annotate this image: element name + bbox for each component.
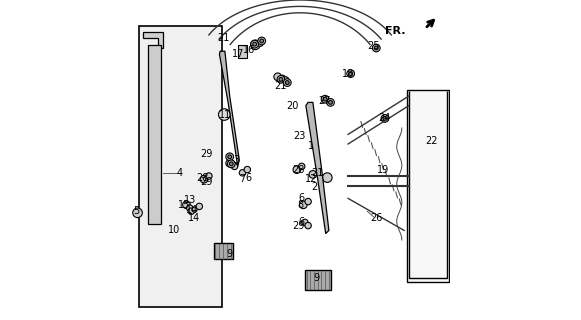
Circle shape <box>305 198 311 205</box>
Circle shape <box>231 163 238 170</box>
Circle shape <box>322 173 332 182</box>
Circle shape <box>226 153 234 161</box>
Text: 14: 14 <box>188 212 200 223</box>
Circle shape <box>229 162 233 166</box>
Circle shape <box>372 44 380 52</box>
Circle shape <box>239 170 246 176</box>
Text: 9: 9 <box>227 249 233 260</box>
Bar <box>138 26 222 307</box>
Circle shape <box>284 79 291 86</box>
Text: 1: 1 <box>309 140 314 151</box>
Text: 20: 20 <box>286 100 298 111</box>
Circle shape <box>188 208 195 214</box>
Circle shape <box>228 155 232 159</box>
Circle shape <box>192 207 197 212</box>
Polygon shape <box>305 270 331 290</box>
Text: 5: 5 <box>133 206 139 216</box>
Polygon shape <box>214 243 233 259</box>
Circle shape <box>277 76 285 83</box>
Text: 21: 21 <box>274 81 286 92</box>
Text: 19: 19 <box>377 164 389 175</box>
Text: 21: 21 <box>217 33 229 44</box>
Text: 23: 23 <box>293 131 306 141</box>
Circle shape <box>285 81 289 84</box>
Circle shape <box>226 159 234 167</box>
Circle shape <box>279 75 286 82</box>
Circle shape <box>200 175 208 183</box>
Circle shape <box>299 201 307 209</box>
Circle shape <box>309 171 317 178</box>
Circle shape <box>329 100 332 104</box>
Circle shape <box>302 219 308 226</box>
Bar <box>238 45 248 58</box>
Text: 12: 12 <box>305 174 317 184</box>
Circle shape <box>250 40 260 50</box>
Text: 21: 21 <box>311 168 324 178</box>
Circle shape <box>282 77 289 83</box>
Circle shape <box>279 77 283 81</box>
Text: FR.: FR. <box>385 26 405 36</box>
Circle shape <box>260 39 264 43</box>
Circle shape <box>223 113 226 116</box>
Text: 11: 11 <box>219 110 231 120</box>
Circle shape <box>220 111 228 118</box>
Text: 18: 18 <box>342 68 354 79</box>
Text: 28: 28 <box>196 172 209 183</box>
Text: 25: 25 <box>367 41 380 52</box>
Circle shape <box>274 73 282 81</box>
Polygon shape <box>306 102 329 234</box>
Text: 13: 13 <box>184 195 196 205</box>
Circle shape <box>257 40 263 46</box>
Circle shape <box>187 205 193 211</box>
Text: 17: 17 <box>231 49 244 60</box>
Text: 2: 2 <box>311 182 318 192</box>
Circle shape <box>383 116 387 120</box>
Circle shape <box>244 166 250 173</box>
Text: 29: 29 <box>200 177 213 188</box>
Circle shape <box>251 40 259 48</box>
Text: 14: 14 <box>186 204 198 215</box>
Text: 29: 29 <box>292 220 304 231</box>
Text: 7: 7 <box>239 174 246 184</box>
Circle shape <box>323 97 327 101</box>
Text: 6: 6 <box>299 193 305 204</box>
Circle shape <box>305 222 311 229</box>
Text: 22: 22 <box>425 136 437 146</box>
Circle shape <box>196 203 203 210</box>
Circle shape <box>349 72 353 76</box>
Text: 16: 16 <box>243 44 255 55</box>
Polygon shape <box>148 45 161 224</box>
Bar <box>407 90 449 282</box>
Text: 26: 26 <box>371 212 383 223</box>
Circle shape <box>321 95 329 103</box>
Circle shape <box>374 46 378 50</box>
Circle shape <box>132 208 142 218</box>
Text: 8: 8 <box>297 200 303 210</box>
Text: 4: 4 <box>177 168 183 178</box>
Text: 6: 6 <box>299 217 305 228</box>
Circle shape <box>381 115 389 122</box>
Circle shape <box>206 173 212 179</box>
Circle shape <box>347 70 354 77</box>
Text: 6: 6 <box>246 172 252 183</box>
Text: 27: 27 <box>318 96 331 106</box>
Polygon shape <box>220 51 239 166</box>
Text: 29: 29 <box>200 148 213 159</box>
Text: 15: 15 <box>178 200 191 210</box>
Circle shape <box>258 37 266 45</box>
Circle shape <box>293 166 301 173</box>
Polygon shape <box>144 32 163 48</box>
Text: 10: 10 <box>167 225 180 236</box>
Text: 28: 28 <box>292 164 304 175</box>
Text: 3: 3 <box>233 155 239 165</box>
Circle shape <box>227 160 235 168</box>
Circle shape <box>327 99 334 106</box>
Text: 9: 9 <box>313 273 319 284</box>
Circle shape <box>253 42 257 46</box>
Circle shape <box>182 201 191 209</box>
Circle shape <box>218 109 230 120</box>
Circle shape <box>299 163 305 170</box>
Text: 24: 24 <box>378 113 390 124</box>
